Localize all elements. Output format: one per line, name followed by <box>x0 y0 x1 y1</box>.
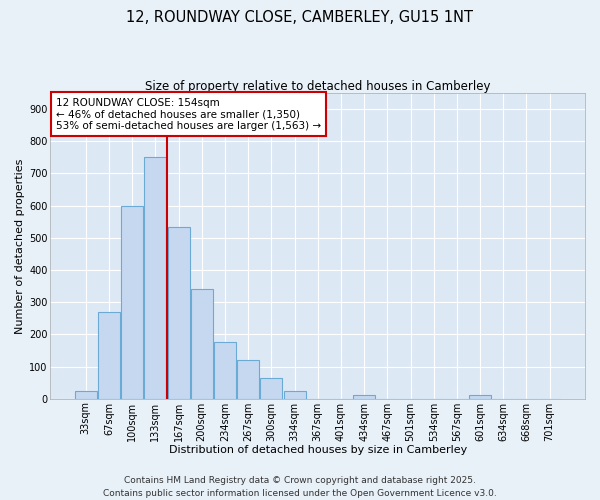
Bar <box>284 390 305 398</box>
Bar <box>121 206 143 398</box>
Bar <box>237 360 259 399</box>
Title: Size of property relative to detached houses in Camberley: Size of property relative to detached ho… <box>145 80 490 93</box>
Bar <box>191 290 213 399</box>
Bar <box>75 390 97 398</box>
Bar <box>260 378 283 398</box>
Bar <box>214 342 236 398</box>
Text: Contains HM Land Registry data © Crown copyright and database right 2025.
Contai: Contains HM Land Registry data © Crown c… <box>103 476 497 498</box>
Bar <box>353 396 375 398</box>
Bar <box>167 226 190 398</box>
Y-axis label: Number of detached properties: Number of detached properties <box>15 158 25 334</box>
X-axis label: Distribution of detached houses by size in Camberley: Distribution of detached houses by size … <box>169 445 467 455</box>
Bar <box>145 158 166 398</box>
Text: 12, ROUNDWAY CLOSE, CAMBERLEY, GU15 1NT: 12, ROUNDWAY CLOSE, CAMBERLEY, GU15 1NT <box>127 10 473 25</box>
Text: 12 ROUNDWAY CLOSE: 154sqm
← 46% of detached houses are smaller (1,350)
53% of se: 12 ROUNDWAY CLOSE: 154sqm ← 46% of detac… <box>56 98 321 131</box>
Bar <box>98 312 120 398</box>
Bar <box>469 396 491 398</box>
